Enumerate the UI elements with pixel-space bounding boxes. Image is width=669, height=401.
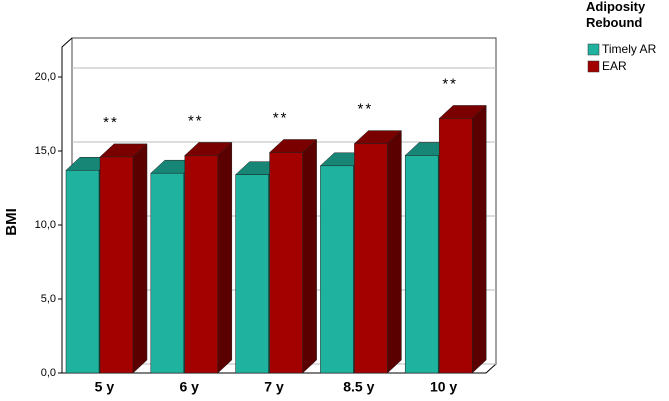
x-tick-label: 5 y: [95, 379, 115, 395]
bar: [320, 165, 354, 374]
bar-side: [217, 141, 233, 374]
bar: [235, 174, 269, 374]
y-tick-label: 20,0: [35, 71, 56, 83]
legend-label: EAR: [602, 59, 627, 73]
legend-swatch: [587, 60, 600, 73]
bar-side: [132, 143, 148, 374]
x-tick-label: 6 y: [179, 379, 199, 395]
y-tick-label: 10,0: [35, 219, 56, 231]
bar: [184, 155, 219, 374]
annotation: **: [358, 101, 374, 118]
legend-label: Timely AR: [602, 42, 657, 56]
left-wall: [61, 37, 73, 373]
x-tick-label: 10 y: [430, 379, 457, 395]
bar-side: [302, 138, 317, 374]
annotation: **: [273, 109, 289, 126]
x-tick-label: 8.5 y: [343, 379, 374, 395]
bar-side: [471, 104, 487, 374]
bar: [150, 172, 185, 374]
x-tick-label: 7 y: [264, 379, 284, 395]
bar: [99, 156, 134, 374]
y-tick-label: 0,0: [41, 367, 56, 379]
bar: [65, 169, 100, 374]
bar: [438, 118, 473, 374]
legend-title: Adiposity Rebound: [586, 0, 646, 30]
annotation: **: [188, 112, 204, 129]
y-tick-label: 5,0: [41, 293, 56, 305]
bar: [269, 152, 303, 374]
y-tick-label: 15,0: [35, 145, 56, 157]
annotation: **: [442, 75, 458, 92]
bar-side: [387, 130, 402, 374]
y-axis-label: BMI: [3, 208, 20, 236]
bar: [354, 143, 388, 374]
bar: [404, 155, 439, 374]
legend-swatch: [587, 43, 600, 56]
annotation: **: [103, 114, 119, 131]
